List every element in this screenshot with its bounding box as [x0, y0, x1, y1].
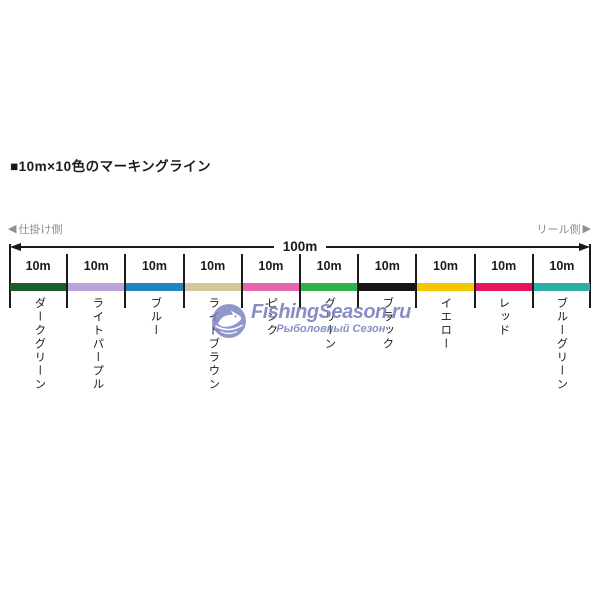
segment-length-label: 10m: [83, 259, 109, 273]
segment-color-bar: [475, 283, 532, 291]
segment-length-label: 10m: [25, 259, 51, 273]
segment-5: 10m: [242, 254, 302, 308]
segment-color-bar: [242, 283, 300, 291]
segment-length-label: 10m: [433, 259, 459, 273]
segment-3: 10m: [126, 254, 185, 308]
segment-color-name: ダークグリーン: [33, 297, 46, 392]
arrow-line-left: [21, 245, 274, 248]
segment-length-label: 10m: [374, 259, 400, 273]
segment-color-bar: [126, 283, 183, 291]
arrow-right-head-icon: [579, 242, 590, 251]
total-length-arrow: 100m: [10, 239, 590, 254]
segment-color-bar: [417, 283, 474, 291]
arrow-line-right: [326, 245, 579, 248]
segment-2: 10m: [68, 254, 127, 308]
segment-color-bar: [184, 283, 241, 291]
rig-side-text: 仕掛け側: [18, 224, 63, 236]
segments-row: 10m 10m 10m 10m 10m 10m 10m 10m 10m 10m: [10, 254, 591, 308]
right-triangle-icon: ▶: [582, 222, 591, 235]
left-triangle-icon: ◀: [8, 222, 17, 235]
reel-side-text: リール側: [536, 224, 581, 236]
segment-8: 10m: [417, 254, 476, 308]
total-length-label: 100m: [282, 239, 318, 254]
diagram-title: ■10m×10色のマーキングライン: [10, 159, 212, 174]
segment-10: 10m: [533, 254, 591, 308]
labels-row: ダークグリーン ライトパープル ブルー ライトブラウン ピンク グリーン ブラック イエロー レ…: [10, 297, 590, 392]
segment-length-label: 10m: [258, 259, 284, 273]
left-boundary-line: [9, 244, 11, 308]
segment-color-bar: [301, 283, 358, 291]
segment-color-bar: [359, 283, 416, 291]
segment-color-name: レッド: [497, 297, 510, 338]
segment-color-name: グリーン: [323, 297, 336, 351]
segment-color-name: ブラック: [381, 297, 394, 351]
segment-color-name: イエロー: [439, 297, 452, 351]
segment-color-bar: [68, 283, 125, 291]
segment-color-name: ピンク: [265, 297, 278, 338]
segment-length-label: 10m: [141, 259, 168, 273]
segment-color-name: ブルー: [149, 297, 162, 338]
segment-color-name: ライトパープル: [91, 297, 104, 392]
segment-length-label: 10m: [549, 259, 575, 273]
segment-color-bar: [533, 283, 591, 291]
segment-7: 10m: [359, 254, 418, 308]
segment-1: 10m: [10, 254, 69, 308]
rig-side-label: ◀ 仕掛け側: [8, 221, 62, 237]
segment-length-label: 10m: [200, 259, 226, 273]
segment-9: 10m: [475, 254, 534, 308]
arrow-left-head-icon: [10, 242, 21, 251]
reel-side-label: リール側 ▶: [537, 221, 591, 237]
segment-6: 10m: [301, 254, 360, 308]
segment-color-bar: [10, 283, 67, 291]
segment-length-label: 10m: [491, 259, 517, 273]
right-boundary-line: [589, 244, 591, 308]
segment-length-label: 10m: [316, 259, 342, 273]
segment-4: 10m: [184, 254, 243, 308]
segment-color-name: ブルーグリーン: [555, 297, 568, 392]
segment-color-name: ライトブラウン: [207, 297, 220, 392]
